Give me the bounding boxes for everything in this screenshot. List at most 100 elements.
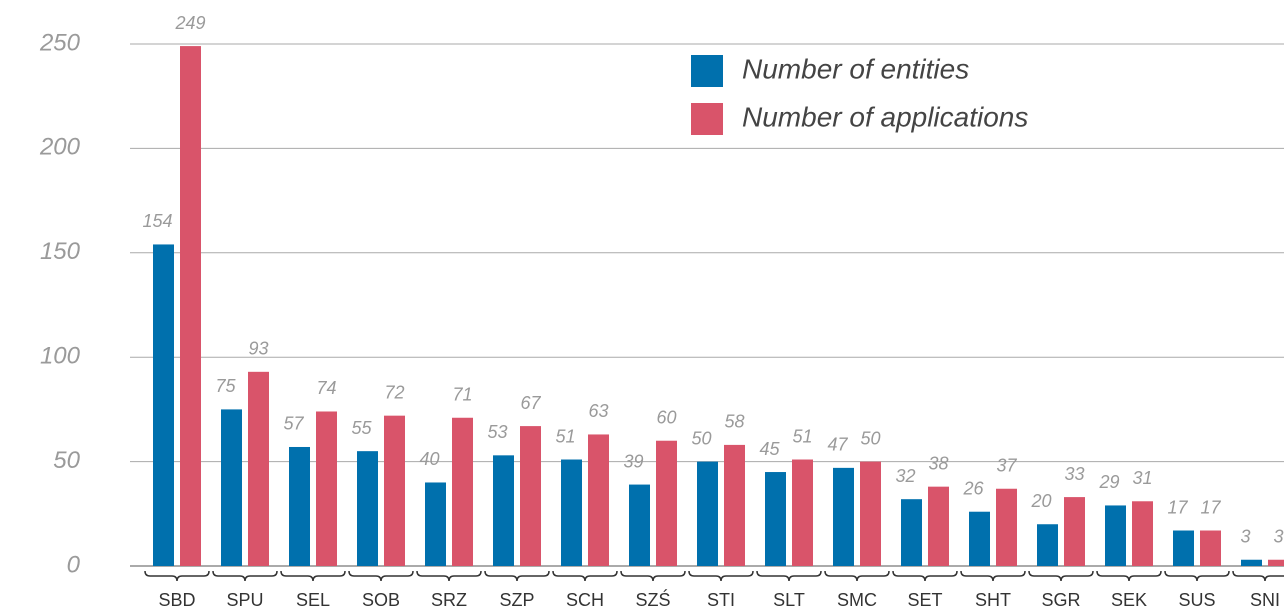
legend-label: Number of applications xyxy=(742,101,1028,132)
data-label: 40 xyxy=(419,449,439,469)
data-label: 57 xyxy=(283,414,304,434)
bar xyxy=(588,434,609,566)
bar xyxy=(452,417,473,566)
x-tick-label: SLT xyxy=(773,590,805,609)
bar xyxy=(697,461,718,566)
category-brace xyxy=(416,570,482,582)
data-label: 60 xyxy=(656,407,676,427)
data-label: 74 xyxy=(316,378,336,398)
category-brace xyxy=(280,570,346,582)
y-tick-label: 150 xyxy=(40,238,81,265)
data-label: 51 xyxy=(555,426,575,446)
data-label: 75 xyxy=(215,376,236,396)
category-brace xyxy=(144,570,210,582)
bar xyxy=(384,415,405,566)
category-brace xyxy=(1096,570,1162,582)
data-label: 17 xyxy=(1167,497,1188,517)
data-label: 72 xyxy=(384,382,404,402)
data-label: 3 xyxy=(1240,526,1250,546)
bar xyxy=(520,426,541,566)
x-tick-label: SEK xyxy=(1111,590,1147,609)
data-label: 31 xyxy=(1132,468,1152,488)
data-label: 50 xyxy=(691,428,711,448)
bar xyxy=(153,244,174,566)
category-brace xyxy=(688,570,754,582)
x-tick-label: SET xyxy=(907,590,942,609)
x-tick-label: SOB xyxy=(362,590,400,609)
x-tick-label: SEL xyxy=(296,590,330,609)
bar xyxy=(928,486,949,566)
y-tick-label: 50 xyxy=(53,447,80,474)
bar xyxy=(1173,530,1194,566)
bar xyxy=(765,472,786,566)
bar xyxy=(1241,559,1262,566)
category-brace xyxy=(1028,570,1094,582)
bar xyxy=(1105,505,1126,566)
bar xyxy=(996,488,1017,566)
bar xyxy=(180,46,201,566)
bar xyxy=(1268,559,1284,566)
bar xyxy=(425,482,446,566)
x-tick-label: SUS xyxy=(1178,590,1215,609)
bar xyxy=(969,511,990,566)
bar xyxy=(1200,530,1221,566)
x-tick-label: SZP xyxy=(499,590,534,609)
bar xyxy=(833,467,854,566)
data-label: 39 xyxy=(623,451,643,471)
data-label: 33 xyxy=(1064,464,1084,484)
bar xyxy=(860,461,881,566)
data-label: 53 xyxy=(487,422,507,442)
y-tick-label: 200 xyxy=(39,134,81,161)
legend-swatch xyxy=(691,55,723,87)
bar xyxy=(316,411,337,566)
data-label: 3 xyxy=(1273,526,1283,546)
bar xyxy=(1064,497,1085,566)
data-label: 50 xyxy=(860,428,880,448)
data-label: 58 xyxy=(724,412,744,432)
bar xyxy=(901,499,922,566)
x-tick-label: SNI xyxy=(1250,590,1280,609)
category-brace xyxy=(552,570,618,582)
data-label: 67 xyxy=(520,393,541,413)
category-brace xyxy=(960,570,1026,582)
bar xyxy=(1132,501,1153,566)
bar xyxy=(561,459,582,566)
bar xyxy=(493,455,514,566)
x-tick-label: SCH xyxy=(566,590,604,609)
bar xyxy=(629,484,650,566)
data-label: 45 xyxy=(759,439,780,459)
legend-label: Number of entities xyxy=(742,53,969,84)
data-label: 20 xyxy=(1030,491,1051,511)
x-tick-label: SHT xyxy=(975,590,1011,609)
bar xyxy=(221,409,242,566)
y-tick-label: 0 xyxy=(67,551,81,578)
data-label: 32 xyxy=(895,466,915,486)
data-label: 71 xyxy=(452,385,472,405)
category-brace xyxy=(1164,570,1230,582)
legend-swatch xyxy=(691,103,723,135)
bar xyxy=(1037,524,1058,566)
data-label: 37 xyxy=(996,455,1017,475)
x-tick-label: SBD xyxy=(158,590,195,609)
data-label: 93 xyxy=(248,339,268,359)
x-tick-label: STI xyxy=(707,590,735,609)
x-tick-label: SZŚ xyxy=(635,589,670,609)
data-label: 29 xyxy=(1098,472,1119,492)
category-brace xyxy=(824,570,890,582)
bar xyxy=(656,440,677,566)
y-tick-label: 250 xyxy=(39,29,81,56)
data-label: 17 xyxy=(1200,497,1221,517)
category-brace xyxy=(212,570,278,582)
bar xyxy=(248,371,269,566)
data-label: 154 xyxy=(142,211,172,231)
category-brace xyxy=(484,570,550,582)
category-brace xyxy=(1232,570,1284,582)
data-label: 55 xyxy=(351,418,372,438)
x-tick-label: SGR xyxy=(1041,590,1080,609)
data-label: 26 xyxy=(962,478,984,498)
x-tick-label: SMC xyxy=(837,590,877,609)
x-tick-label: SRZ xyxy=(431,590,467,609)
category-brace xyxy=(756,570,822,582)
